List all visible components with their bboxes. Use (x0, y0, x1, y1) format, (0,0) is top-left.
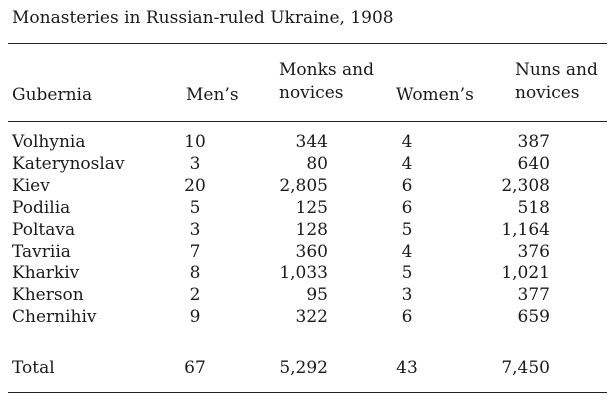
cell-mens: 5 (189, 197, 201, 218)
cell-gubernia: Podilia (12, 197, 71, 218)
bottom-rule (8, 392, 607, 393)
cell-womens: 6 (401, 175, 413, 196)
cell-gubernia: Kiev (12, 175, 50, 196)
total-label: Total (12, 358, 55, 378)
total-nuns: 7,450 (501, 358, 550, 378)
table-title: Monasteries in Russian-ruled Ukraine, 19… (12, 8, 394, 28)
cell-nuns: 387 (517, 132, 550, 152)
cell-womens: 6 (401, 307, 413, 328)
cell-mens: 7 (189, 241, 201, 262)
cell-monks: 1,033 (279, 263, 328, 284)
cell-gubernia: Katerynoslav (12, 153, 125, 174)
cell-gubernia: Tavriia (12, 241, 71, 262)
cell-nuns: 659 (517, 307, 550, 328)
cell-nuns: 1,164 (501, 219, 550, 240)
cell-gubernia: Poltava (12, 219, 76, 240)
cell-monks: 80 (306, 153, 328, 174)
cell-womens: 6 (401, 197, 413, 218)
cell-mens: 3 (189, 219, 201, 240)
header-monks-line2: novices (279, 83, 344, 103)
cell-mens: 20 (184, 175, 206, 196)
cell-mens: 3 (189, 153, 201, 174)
cell-gubernia: Kharkiv (12, 263, 80, 284)
cell-gubernia: Kherson (12, 285, 84, 306)
cell-womens: 5 (401, 263, 413, 284)
cell-monks: 2,805 (279, 175, 328, 196)
cell-nuns: 2,308 (501, 175, 550, 196)
header-monks-line1: Monks and (279, 60, 374, 80)
header-nuns-line2: novices (515, 83, 580, 103)
cell-nuns: 1,021 (501, 263, 550, 284)
top-rule (8, 43, 607, 44)
cell-nuns: 518 (517, 197, 550, 218)
cell-monks: 344 (295, 132, 328, 152)
header-mens: Men’s (186, 85, 239, 105)
cell-gubernia: Volhynia (12, 132, 86, 152)
cell-mens: 10 (184, 132, 206, 152)
cell-womens: 3 (401, 285, 413, 306)
cell-womens: 4 (401, 241, 413, 262)
total-mens: 67 (184, 358, 206, 378)
cell-monks: 128 (295, 219, 328, 240)
cell-nuns: 640 (517, 153, 550, 174)
cell-nuns: 376 (517, 241, 550, 262)
cell-womens: 5 (401, 219, 413, 240)
total-womens: 43 (396, 358, 418, 378)
cell-monks: 360 (295, 241, 328, 262)
cell-mens: 9 (189, 307, 201, 328)
cell-monks: 95 (306, 285, 328, 306)
cell-gubernia: Chernihiv (12, 307, 97, 328)
header-nuns-line1: Nuns and (515, 60, 598, 80)
cell-nuns: 377 (517, 285, 550, 306)
cell-monks: 322 (295, 307, 328, 328)
cell-monks: 125 (295, 197, 328, 218)
total-monks: 5,292 (279, 358, 328, 378)
cell-womens: 4 (401, 153, 413, 174)
header-gubernia: Gubernia (12, 85, 93, 105)
cell-mens: 8 (189, 263, 201, 284)
header-rule (8, 121, 607, 122)
cell-mens: 2 (189, 285, 201, 306)
header-womens: Women’s (396, 85, 474, 105)
cell-womens: 4 (401, 132, 413, 152)
